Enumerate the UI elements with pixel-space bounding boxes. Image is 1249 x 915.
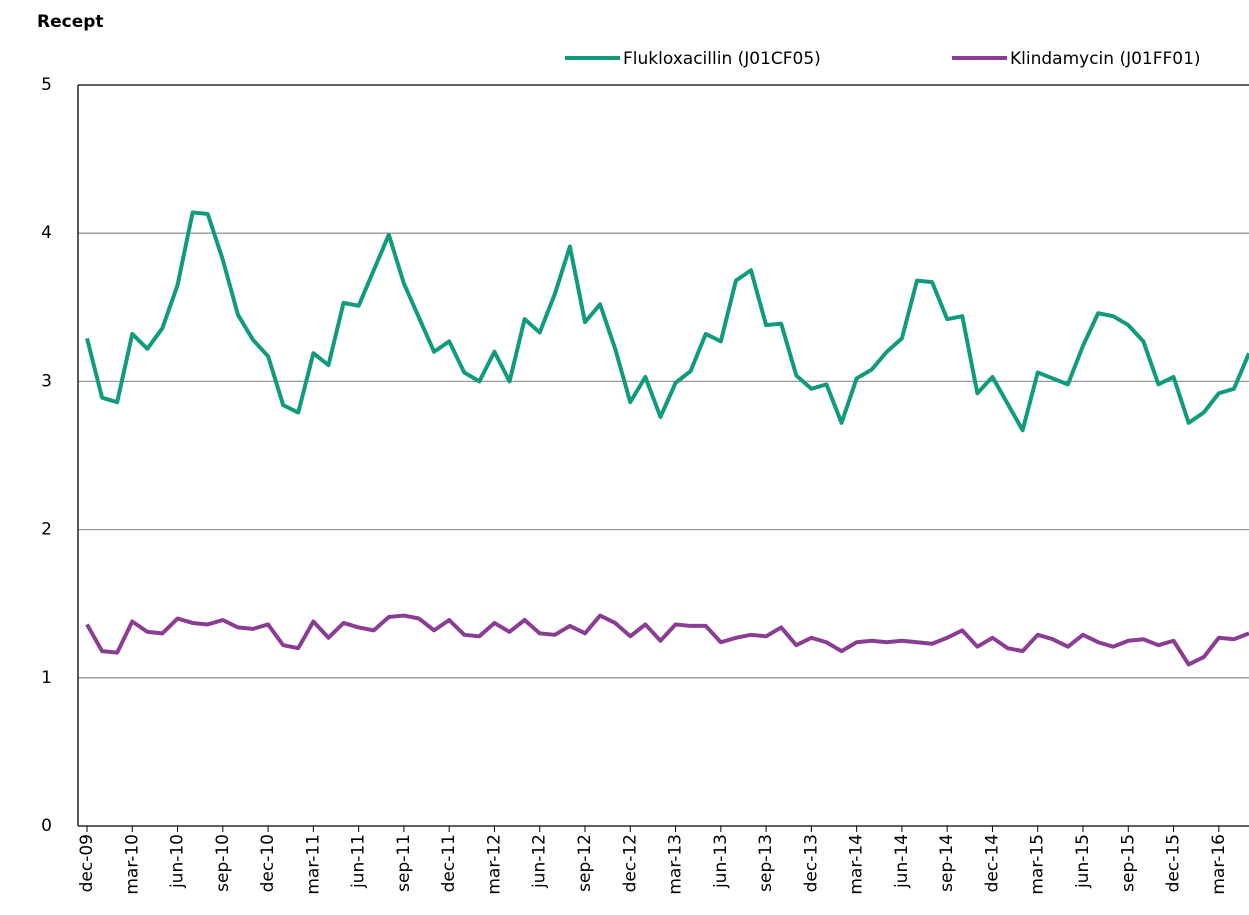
- x-tick-label: mar-15: [1028, 834, 1048, 895]
- x-tick-label: dec-14: [982, 834, 1002, 892]
- x-tick-label: sep-10: [213, 834, 233, 892]
- x-tick-label: jun-10: [168, 834, 188, 889]
- x-tick-label: dec-12: [620, 834, 640, 892]
- x-tick-label: jun-15: [1073, 834, 1093, 889]
- x-tick-label: jun-13: [711, 834, 731, 889]
- x-tick-label: mar-13: [666, 834, 686, 895]
- x-tick-label: mar-12: [484, 834, 504, 895]
- x-tick-label: jun-14: [892, 834, 912, 889]
- y-tick-label: 1: [41, 668, 52, 688]
- x-tick-label: sep-12: [575, 834, 595, 892]
- y-tick-label: 5: [41, 75, 52, 95]
- x-tick-label: dec-09: [77, 834, 97, 892]
- legend-label: Flukloxacillin (J01CF05): [623, 49, 821, 69]
- x-tick-label: dec-10: [258, 834, 278, 892]
- x-tick-label: mar-10: [122, 834, 142, 895]
- series-line: [85, 613, 1249, 667]
- x-tick-label: jun-11: [349, 834, 369, 889]
- x-tick-label: sep-13: [756, 834, 776, 892]
- series-line: [85, 210, 1249, 433]
- y-tick-label: 3: [41, 371, 52, 391]
- x-tick-label: sep-15: [1118, 834, 1138, 892]
- x-tick-label: dec-15: [1164, 834, 1184, 892]
- x-tick-label: sep-14: [937, 834, 957, 892]
- chart-title: Recept: [37, 12, 104, 32]
- x-tick-label: mar-16: [1209, 834, 1229, 895]
- y-tick-label: 0: [41, 816, 52, 836]
- legend-label: Klindamycin (J01FF01): [1010, 49, 1201, 69]
- y-tick-label: 2: [41, 520, 52, 540]
- x-tick-label: mar-11: [303, 834, 323, 895]
- x-tick-label: dec-11: [439, 834, 459, 892]
- x-tick-label: sep-11: [394, 834, 414, 892]
- x-tick-label: jun-12: [530, 834, 550, 889]
- y-tick-label: 4: [41, 223, 52, 243]
- x-tick-label: mar-14: [847, 834, 867, 895]
- x-tick-label: dec-13: [801, 834, 821, 892]
